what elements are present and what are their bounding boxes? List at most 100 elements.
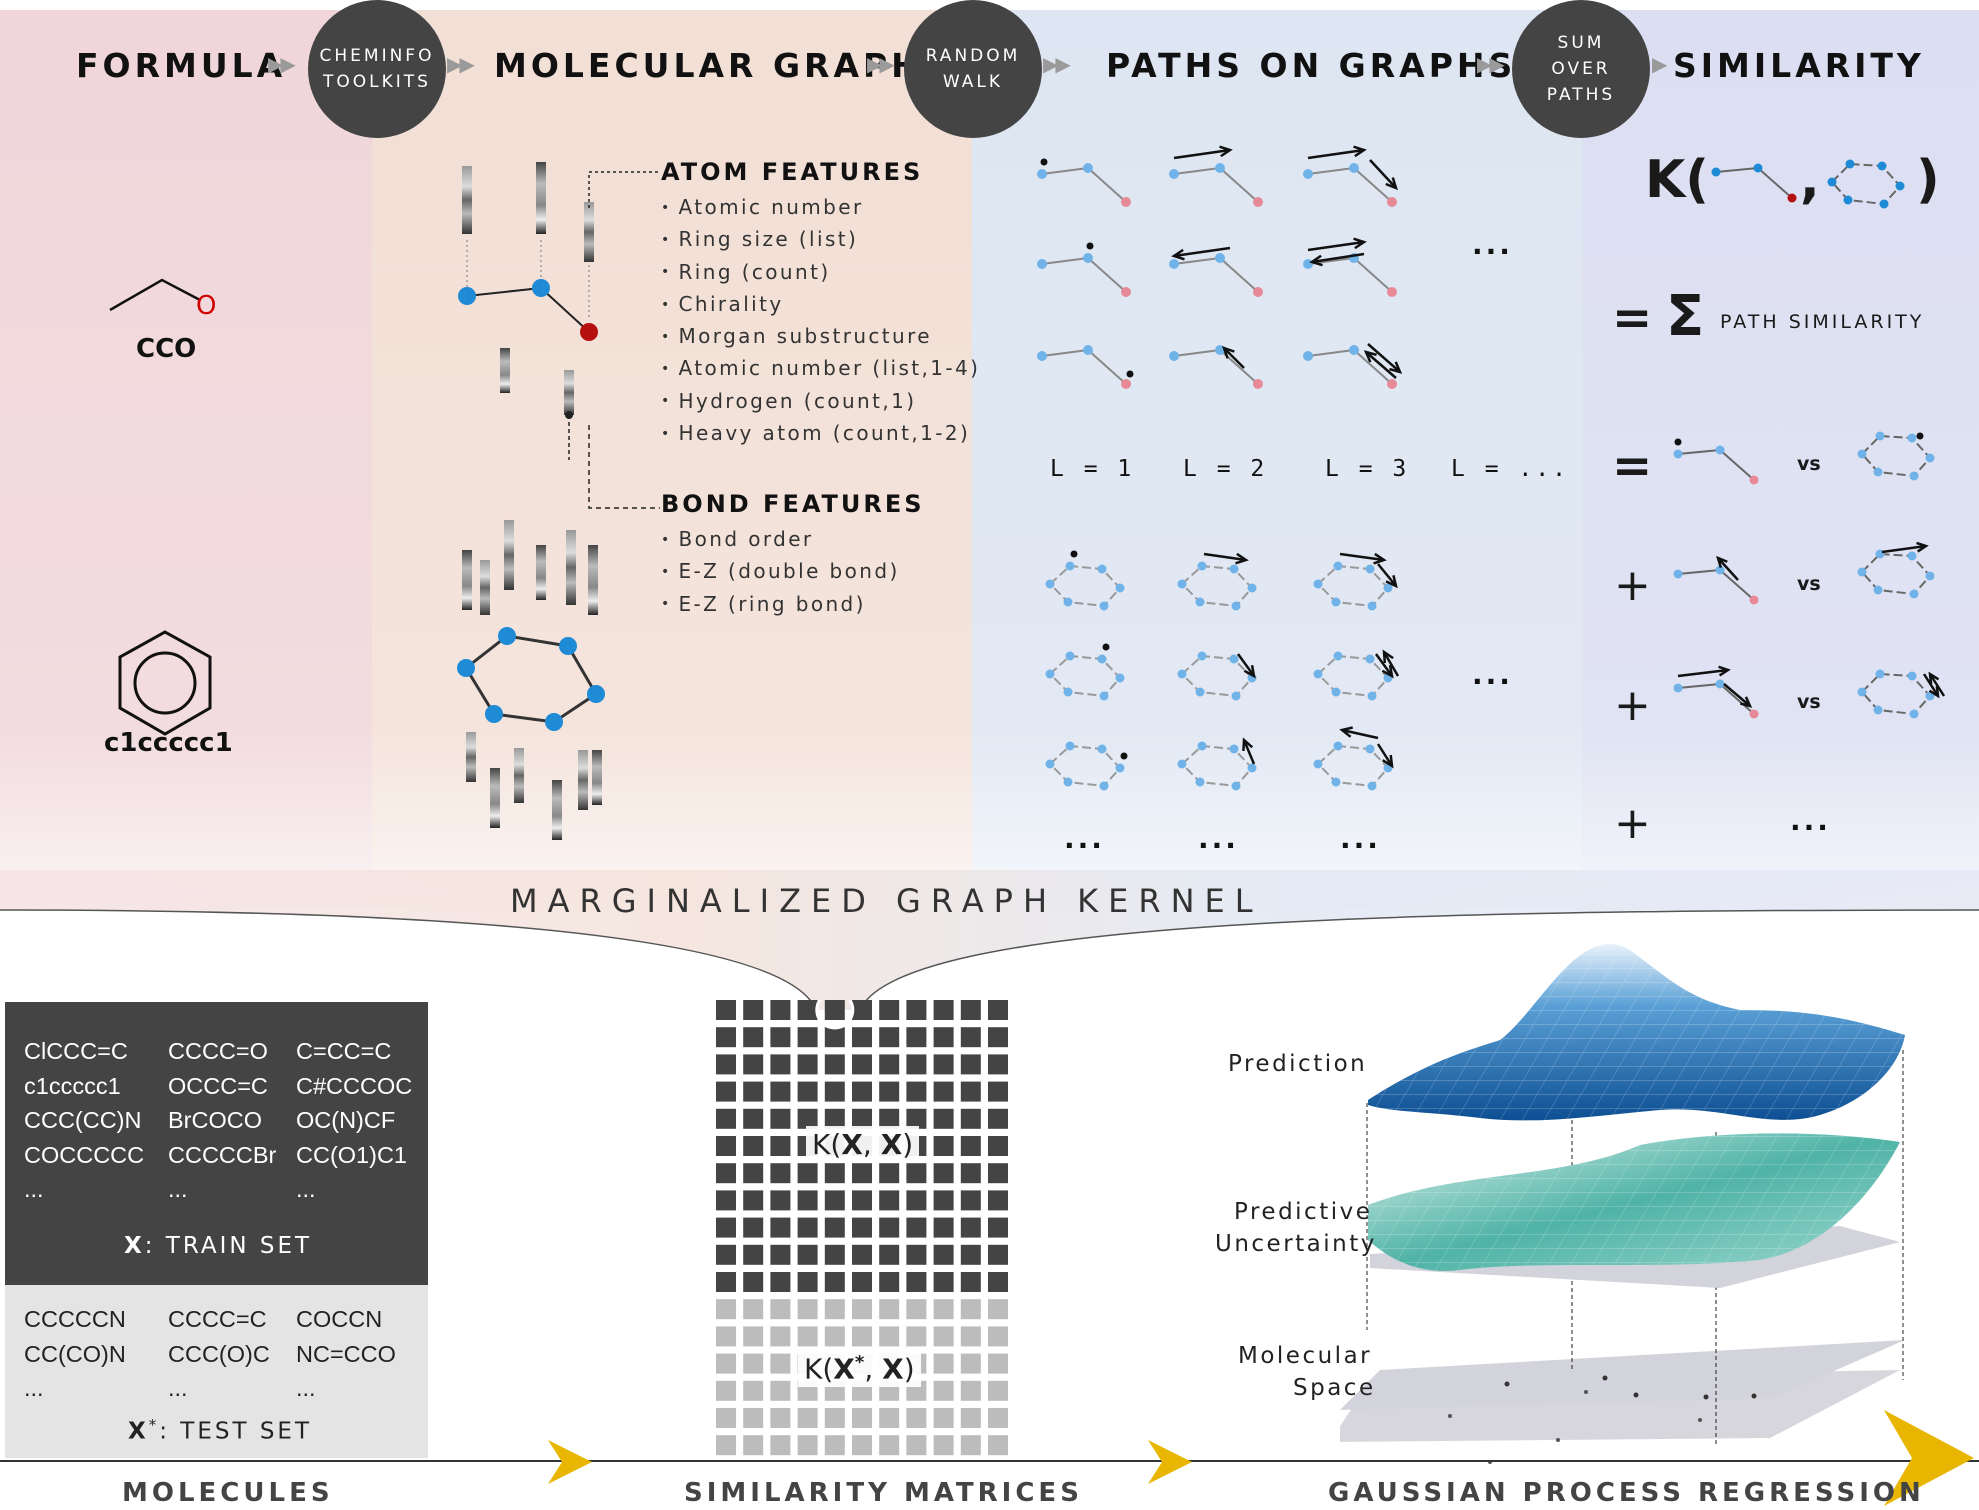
- matrix-cell: [716, 1054, 736, 1075]
- graph-edge: [1353, 257, 1393, 293]
- graph-node: [1253, 287, 1263, 297]
- matrix-cell: [824, 1163, 845, 1184]
- graph-node: [1333, 561, 1343, 571]
- graph-edge: [1219, 257, 1259, 293]
- graph-node: [1169, 169, 1179, 179]
- test-kernel-close: ): [903, 1352, 915, 1386]
- graph-node: [1383, 583, 1393, 593]
- graph-node: [1229, 744, 1239, 754]
- graph-node: [1065, 561, 1075, 571]
- graph-node: [1313, 579, 1323, 589]
- atom-feature-item: Morgan substructure: [661, 321, 980, 353]
- graph-node: [1303, 259, 1313, 269]
- graph-node: [1711, 167, 1721, 177]
- prediction-label: Prediction: [1228, 1051, 1368, 1077]
- graph-node: [1065, 651, 1075, 661]
- graph-node: [1845, 159, 1855, 169]
- walk-start-dot: [1126, 370, 1134, 378]
- yellow-arrowhead-icon: [548, 1440, 592, 1484]
- smiles-entry: ...: [24, 1375, 44, 1401]
- formula-panel: [0, 10, 372, 910]
- graph-node: [1387, 197, 1397, 207]
- matrix-cell: [879, 1000, 900, 1020]
- walk-start-dot: [1102, 643, 1110, 651]
- matrix-cell: [743, 1190, 764, 1211]
- graph-node: [1387, 287, 1397, 297]
- graph-node: [1215, 345, 1225, 355]
- paths-ellipsis: ...: [1472, 658, 1513, 691]
- feature-vector-icon: [480, 560, 490, 615]
- matrix-cell: [879, 1163, 900, 1184]
- smiles-entry: C#CCCOC: [296, 1072, 413, 1099]
- path-arrow-icon: [1307, 148, 1365, 160]
- graph-node: [1231, 691, 1241, 701]
- graph-node: [1827, 177, 1837, 187]
- atom-feature-item: Ring (count): [661, 257, 980, 289]
- graph-ring: [1180, 564, 1254, 608]
- matrix-cell: [960, 1299, 981, 1320]
- smiles-entry: BrCOCO: [168, 1107, 262, 1133]
- graph-node: [1121, 197, 1131, 207]
- bond-feature-item: E-Z (ring bond): [661, 589, 900, 621]
- smiles-entry: NC=CCO: [296, 1340, 396, 1367]
- matrix-cell: [716, 1380, 736, 1401]
- yellow-arrowhead-icon: [1148, 1440, 1192, 1484]
- matrix-cell: [960, 1027, 981, 1048]
- graph-edge: [1307, 349, 1355, 357]
- matrix-cell: [906, 1081, 927, 1102]
- graph-edge: [1173, 167, 1221, 175]
- graph-ring: [1860, 672, 1932, 716]
- paths-ellipsis: ...: [1064, 822, 1105, 855]
- graph-node: [1313, 669, 1323, 679]
- path-arrow-icon: [1339, 552, 1385, 562]
- path-arrow-icon: [1223, 347, 1245, 369]
- matrix-cell: [906, 1299, 927, 1320]
- path-arrow-icon: [1928, 685, 1940, 699]
- graph-node: [1907, 551, 1917, 561]
- graph-node: [1215, 253, 1225, 263]
- matrix-cell: [743, 1217, 764, 1238]
- matrix-cell: [770, 1081, 791, 1102]
- matrix-cell: [906, 1244, 927, 1265]
- matrix-cell: [906, 1272, 927, 1292]
- matrix-cell: [824, 1408, 845, 1428]
- chevron-right-icon: ▶▶: [268, 54, 296, 76]
- graph-node: [1083, 345, 1093, 355]
- matrix-cell: [797, 1244, 818, 1265]
- matrix-cell: [797, 1435, 818, 1456]
- matrix-cell: [933, 1163, 954, 1184]
- walk-start-dot: [1070, 550, 1078, 558]
- graph-node: [1895, 181, 1905, 191]
- matrix-cell: [716, 1272, 736, 1292]
- smiles-entry: OCCC=C: [168, 1072, 268, 1099]
- graph-node: [1195, 597, 1205, 607]
- graph-node: [1121, 379, 1131, 389]
- path-arrow-icon: [1365, 351, 1397, 379]
- path-arrow-icon: [1341, 728, 1379, 740]
- uncertainty-label-1: Predictive: [1234, 1199, 1373, 1225]
- matrix-cell: [879, 1272, 900, 1292]
- path-arrow-icon: [1389, 361, 1403, 374]
- train-kernel-x1: X: [841, 1128, 863, 1161]
- matrix-cell: [797, 1299, 818, 1320]
- graph-node: [1037, 169, 1047, 179]
- matrix-cell: [716, 1244, 736, 1265]
- graph-node: [1037, 351, 1047, 361]
- graph-node: [1099, 601, 1109, 611]
- path-arrow-icon: [1243, 664, 1256, 679]
- chevron-right-icon: ▶: [1652, 54, 1667, 76]
- path-arrow-icon: [1369, 159, 1397, 189]
- graph-node: [1099, 781, 1109, 791]
- graph-node: [1115, 763, 1125, 773]
- path-arrow-icon: [1717, 557, 1739, 581]
- matrix-cell: [933, 1190, 954, 1211]
- matrix-cell: [933, 1326, 954, 1347]
- graph-node: [1115, 583, 1125, 593]
- matrix-cell: [960, 1408, 981, 1428]
- path-arrow-icon: [1916, 541, 1929, 553]
- matrix-cell: [852, 1000, 872, 1020]
- matrix-cell: [770, 1435, 791, 1456]
- matrix-cell: [960, 1000, 981, 1020]
- path-arrow-icon: [1363, 350, 1377, 363]
- matrix-cell: [743, 1081, 764, 1102]
